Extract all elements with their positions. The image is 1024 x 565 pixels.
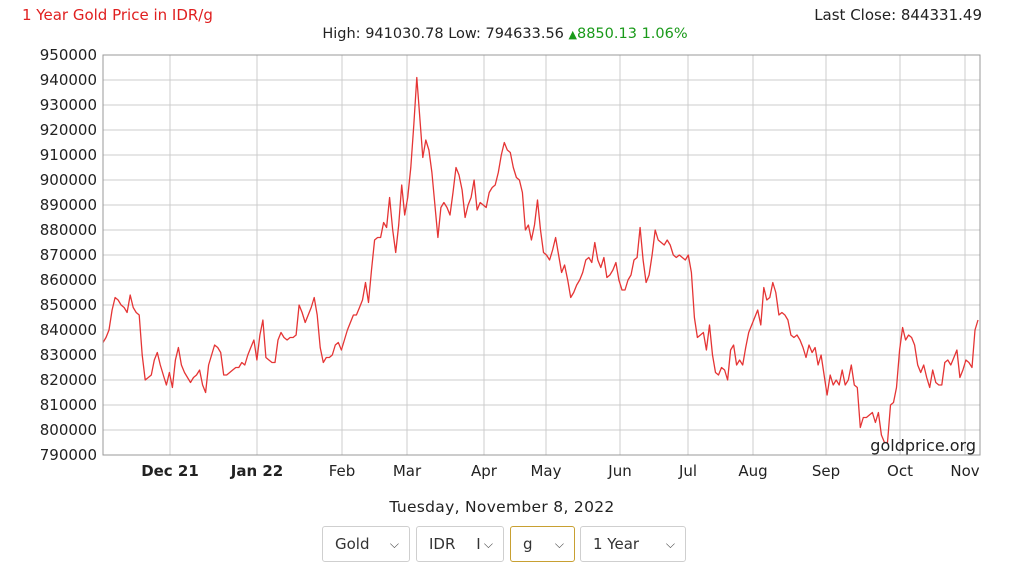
watermark: goldprice.org — [870, 436, 976, 455]
y-tick-label: 870000 — [40, 246, 97, 264]
price-stats: High: 941030.78 Low: 794633.56 ▲8850.13 … — [0, 26, 1010, 42]
y-tick-label: 830000 — [40, 346, 97, 364]
y-tick-label: 880000 — [40, 221, 97, 239]
x-tick-label: Aug — [738, 462, 767, 480]
low-value: 794633.56 — [485, 26, 564, 42]
metal-select-value: Gold — [335, 535, 370, 553]
y-tick-label: 800000 — [40, 421, 97, 439]
y-tick-label: 900000 — [40, 171, 97, 189]
x-tick-label: Jul — [678, 462, 697, 480]
date-line: Tuesday, November 8, 2022 — [389, 498, 615, 516]
x-tick-label: Oct — [887, 462, 913, 480]
high-label: High: — [322, 26, 361, 42]
y-tick-label: 890000 — [40, 196, 97, 214]
y-tick-label: 930000 — [40, 96, 97, 114]
change-up-icon: ▲ — [568, 28, 577, 41]
price-series-line — [102, 76, 979, 444]
y-tick-label: 910000 — [40, 146, 97, 164]
x-tick-label: May — [530, 462, 561, 480]
chevron-down-icon: ⌵ — [665, 537, 675, 551]
chevron-down-icon: ⌵ — [389, 537, 399, 551]
period-select[interactable]: 1 Year ⌵ — [580, 526, 686, 562]
low-label: Low: — [448, 26, 481, 42]
x-tick-label: Mar — [393, 462, 422, 480]
unit-select-value: g — [523, 535, 533, 553]
y-tick-label: 850000 — [40, 296, 97, 314]
period-select-value: 1 Year — [593, 535, 640, 553]
high-value: 941030.78 — [365, 26, 444, 42]
y-tick-label: 860000 — [40, 271, 97, 289]
x-tick-label: Dec 21 — [141, 462, 199, 480]
last-close: Last Close: 844331.49 — [814, 6, 982, 24]
currency-select-value: IDR — [429, 535, 456, 553]
y-tick-label: 950000 — [40, 46, 97, 64]
y-tick-label: 920000 — [40, 121, 97, 139]
y-tick-label: 940000 — [40, 71, 97, 89]
unit-select[interactable]: g ⌵ — [510, 526, 575, 562]
y-tick-label: 790000 — [40, 446, 97, 464]
plot-frame — [102, 54, 981, 456]
chevron-down-icon: ⌵ — [554, 537, 564, 551]
price-chart: 790000 800000 810000 820000 830000 840000 8500… — [40, 46, 981, 480]
x-tick-label: Feb — [329, 462, 356, 480]
chevron-down-icon: ⌵ — [483, 537, 493, 551]
change-value: 8850.13 — [576, 26, 637, 42]
metal-select[interactable]: Gold ⌵ — [322, 526, 410, 562]
x-tick-label: Apr — [471, 462, 498, 480]
chart-title: 1 Year Gold Price in IDR/g — [22, 6, 213, 24]
x-tick-label: Sep — [812, 462, 840, 480]
y-tick-label: 840000 — [40, 321, 97, 339]
currency-select[interactable]: IDR I ⌵ — [416, 526, 504, 562]
x-tick-label: Jan 22 — [230, 462, 283, 480]
y-tick-label: 810000 — [40, 396, 97, 414]
y-tick-label: 820000 — [40, 371, 97, 389]
change-percent: 1.06% — [641, 26, 688, 42]
x-tick-label: Jun — [607, 462, 631, 480]
x-tick-label: Nov — [950, 462, 979, 480]
currency-select-extra: I — [476, 535, 481, 553]
